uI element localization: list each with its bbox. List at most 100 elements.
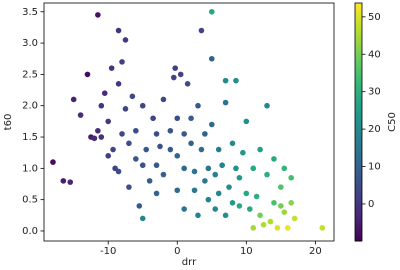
colorbar-segment <box>355 213 362 216</box>
colorbar-segment <box>355 161 362 165</box>
scatter-point <box>143 146 149 153</box>
colorbar-segment <box>355 139 362 143</box>
scatter-point <box>274 225 281 231</box>
scatter-point <box>60 178 67 184</box>
colorbar-segment <box>355 159 362 163</box>
colorbar-segment <box>355 90 362 93</box>
scatter-point <box>208 121 215 128</box>
colorbar-segment <box>355 112 362 115</box>
colorbar-segment <box>355 185 362 188</box>
colorbar-segment <box>355 16 362 20</box>
scatter-point <box>288 199 294 206</box>
colorbar-segment <box>355 60 362 63</box>
scatter-point <box>153 131 160 137</box>
plot-frame <box>43 2 335 242</box>
colorbar-segment <box>355 217 362 220</box>
colorbar-segment <box>355 219 362 222</box>
colorbar-tick-label: 40 <box>368 49 381 60</box>
x-tick-label: 20 <box>309 246 322 257</box>
scatter-point <box>198 27 205 34</box>
scatter-point <box>115 168 122 175</box>
colorbar-segment <box>355 179 362 182</box>
colorbar-segment <box>355 189 362 192</box>
colorbar-segment <box>355 205 362 208</box>
x-axis-label: drr <box>182 257 197 268</box>
colorbar-segment <box>355 191 362 194</box>
scatter-point <box>119 131 125 137</box>
colorbar-segment <box>355 233 362 236</box>
scatter-point <box>257 146 263 153</box>
colorbar-segment <box>355 114 362 117</box>
scatter-point <box>160 96 167 103</box>
colorbar-segment <box>355 104 362 107</box>
x-tick-label: 0 <box>174 246 180 257</box>
scatter-point <box>157 143 163 150</box>
colorbar-segment <box>355 34 362 38</box>
colorbar-segment <box>355 56 362 60</box>
colorbar-segment <box>355 155 362 159</box>
colorbar-segment <box>355 195 362 198</box>
colorbar-segment <box>355 163 362 167</box>
colorbar-segment <box>355 92 362 95</box>
colorbar-segment <box>355 209 362 212</box>
scatter-point <box>95 12 101 18</box>
scatter-point <box>181 165 187 172</box>
colorbar-segment <box>355 106 362 109</box>
colorbar-segment <box>355 129 362 133</box>
scatter-point <box>67 179 74 185</box>
colorbar-segment <box>355 143 362 147</box>
colorbar-segment <box>355 175 362 179</box>
scatter-point <box>229 140 236 147</box>
colorbar-segment <box>355 3 362 6</box>
y-tick-label: 0.5 <box>22 195 38 206</box>
colorbar-segment <box>355 131 362 135</box>
scatter-point <box>172 65 178 71</box>
scatter-point <box>91 135 98 142</box>
colorbar-segment <box>355 88 362 91</box>
scatter-point <box>264 171 270 178</box>
scatter-point <box>264 102 270 109</box>
colorbar-segment <box>355 135 362 139</box>
scatter-point <box>243 118 250 125</box>
scatter-point <box>208 55 215 62</box>
colorbar-segment <box>355 215 362 218</box>
scatter-point <box>250 165 257 172</box>
colorbar-segment <box>355 6 362 10</box>
colorbar-segment <box>355 78 362 81</box>
scatter-point <box>153 162 160 169</box>
scatter-point <box>105 153 112 159</box>
colorbar-segment <box>355 181 362 184</box>
colorbar-segment <box>355 235 362 238</box>
scatter-point <box>191 168 198 175</box>
colorbar-segment <box>355 169 362 173</box>
scatter-point <box>246 206 253 212</box>
colorbar-segment <box>355 74 362 77</box>
colorbar-segment <box>355 12 362 16</box>
colorbar-segment <box>355 207 362 210</box>
scatter-point <box>205 165 212 172</box>
scatter-point <box>229 199 236 206</box>
colorbar-segment <box>355 199 362 202</box>
colorbar-segment <box>355 203 362 206</box>
colorbar-segment <box>355 58 362 62</box>
colorbar-segment <box>355 183 362 186</box>
colorbar-segment <box>355 223 362 226</box>
colorbar-segment <box>355 62 362 65</box>
scatter-point <box>222 212 229 219</box>
scatter-point <box>84 71 91 78</box>
scatter-point <box>291 215 298 222</box>
scatter-point <box>208 8 215 15</box>
colorbar-tick-label: 10 <box>368 162 381 173</box>
scatter-point <box>95 127 101 134</box>
colorbar-tick-label: 20 <box>368 124 381 135</box>
colorbar-segment <box>355 123 362 127</box>
colorbar-segment <box>355 153 362 157</box>
colorbar-segment <box>355 8 362 12</box>
scatter-point <box>271 156 277 162</box>
scatter-point <box>133 127 139 134</box>
colorbar-segment <box>355 227 362 230</box>
colorbar-segment <box>355 141 362 145</box>
colorbar-segment <box>355 171 362 175</box>
scatter-point <box>195 102 201 109</box>
x-tick-label: -10 <box>100 246 116 257</box>
